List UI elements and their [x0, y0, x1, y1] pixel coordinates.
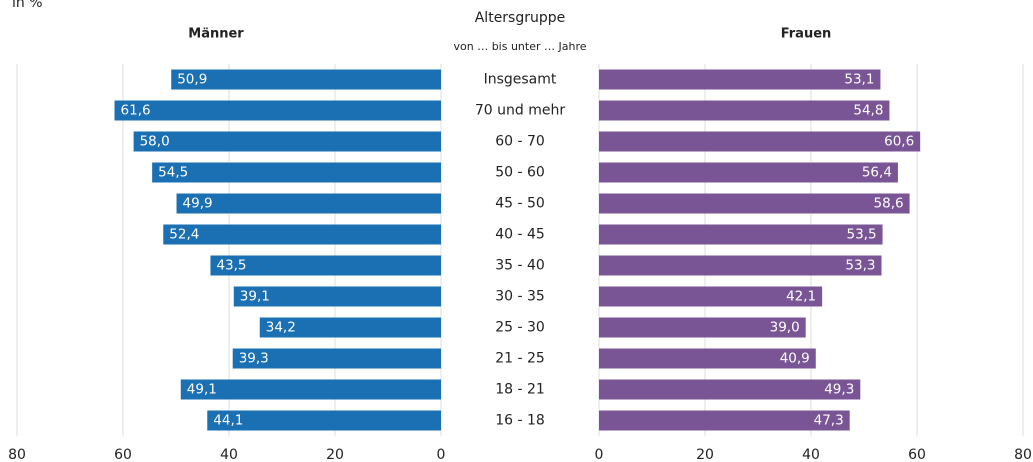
x-tick-label: 60: [114, 447, 132, 462]
bar: [599, 69, 881, 90]
x-tick-label: 80: [1014, 447, 1032, 462]
category-label: 60 - 70: [495, 134, 545, 150]
bar: [599, 379, 861, 400]
bar: [163, 224, 441, 245]
x-tick-label: 40: [802, 447, 820, 462]
value-label: 54,8: [853, 103, 883, 119]
bar: [176, 193, 441, 214]
bar: [599, 193, 910, 214]
bar: [599, 410, 850, 431]
value-label: 39,1: [240, 289, 270, 305]
bar: [599, 348, 816, 369]
bar: [599, 224, 883, 245]
category-label: 70 und mehr: [475, 103, 565, 119]
value-label: 52,4: [169, 227, 199, 243]
bar: [599, 131, 921, 152]
x-tick-label: 20: [326, 447, 344, 462]
value-label: 60,6: [884, 134, 914, 150]
category-label: 18 - 21: [495, 382, 545, 398]
category-label: 35 - 40: [495, 258, 545, 274]
value-label: 58,0: [140, 134, 170, 150]
value-label: 56,4: [862, 165, 892, 181]
value-label: 34,2: [266, 320, 296, 336]
category-label: 30 - 35: [495, 289, 545, 305]
legend-men: Männer: [188, 27, 244, 42]
category-label: Insgesamt: [484, 72, 557, 88]
x-tick-label: 80: [8, 447, 26, 462]
x-tick-label: 20: [696, 447, 714, 462]
category-label: 16 - 18: [495, 413, 545, 429]
bar: [133, 131, 441, 152]
value-label: 39,0: [770, 320, 800, 336]
bar: [180, 379, 441, 400]
value-label: 50,9: [177, 72, 207, 88]
bar: [210, 255, 441, 276]
subtitle: in %: [12, 0, 43, 11]
value-label: 40,9: [780, 351, 810, 367]
value-label: 49,1: [187, 382, 217, 398]
bar: [599, 162, 898, 183]
value-label: 49,9: [183, 196, 213, 212]
bar: [207, 410, 441, 431]
value-label: 61,6: [121, 103, 151, 119]
center-title: Altersgruppe: [475, 10, 566, 26]
value-label: 53,5: [846, 227, 876, 243]
x-tick-label: 40: [220, 447, 238, 462]
value-label: 44,1: [213, 413, 243, 429]
bar: [171, 69, 442, 90]
bar: [232, 348, 441, 369]
legend-women: Frauen: [781, 27, 832, 42]
value-label: 54,5: [158, 165, 188, 181]
category-label: 45 - 50: [495, 196, 545, 212]
value-label: 49,3: [824, 382, 854, 398]
category-label: 50 - 60: [495, 165, 545, 181]
value-label: 53,3: [845, 258, 875, 274]
x-tick-label: 0: [437, 447, 446, 462]
value-label: 58,6: [874, 196, 904, 212]
value-label: 43,5: [216, 258, 246, 274]
category-label: 40 - 45: [495, 227, 545, 243]
x-tick-label: 0: [595, 447, 604, 462]
bar: [114, 100, 442, 121]
center-subtitle: von … bis unter … Jahre: [453, 40, 586, 53]
value-label: 47,3: [814, 413, 844, 429]
category-label: 25 - 30: [495, 320, 545, 336]
value-label: 53,1: [844, 72, 874, 88]
value-label: 42,1: [786, 289, 816, 305]
bar: [599, 255, 882, 276]
category-label: 21 - 25: [495, 351, 545, 367]
bar: [599, 100, 890, 121]
bar: [152, 162, 441, 183]
bar: [233, 286, 441, 307]
x-tick-label: 60: [908, 447, 926, 462]
value-label: 39,3: [239, 351, 269, 367]
bar: [599, 317, 806, 338]
bar: [599, 286, 823, 307]
bar: [259, 317, 441, 338]
